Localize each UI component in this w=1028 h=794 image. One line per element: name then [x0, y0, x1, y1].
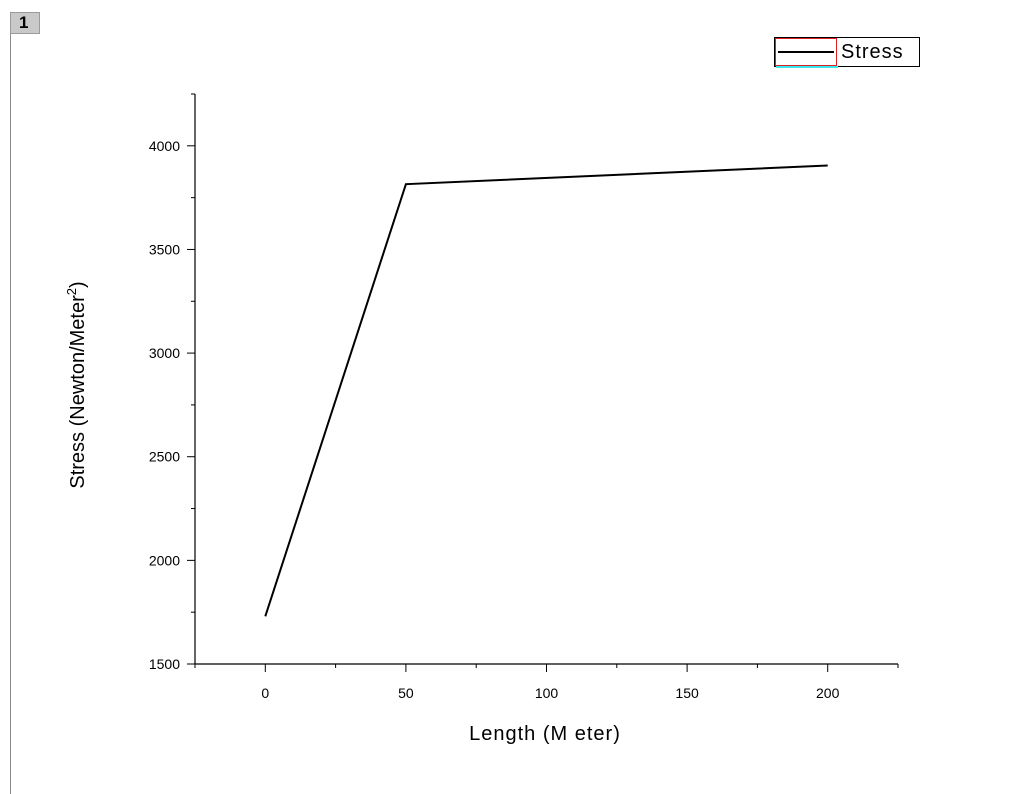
x-tick-label: 50	[398, 685, 414, 701]
layer-number-badge[interactable]: 1	[10, 12, 40, 34]
y-tick-label: 2000	[149, 552, 180, 568]
x-tick-label: 150	[675, 685, 699, 701]
x-tick-label: 100	[535, 685, 559, 701]
x-axis-label: Length (M eter)	[469, 723, 621, 745]
y-axis-label-main: Stress (Newton/Meter	[67, 295, 89, 489]
y-axis-label-close: )	[67, 281, 89, 288]
y-axis-label: Stress (Newton/Meter2)	[64, 281, 89, 488]
chart-ticks: 0 50 100 150 200 1500 2000 2500 3000 3500 4000	[149, 93, 899, 701]
layer-divider	[10, 34, 11, 794]
legend[interactable]: Stress	[774, 37, 920, 68]
x-tick-label: 200	[816, 685, 840, 701]
y-tick-label: 3000	[149, 345, 180, 361]
y-tick-label: 4000	[149, 138, 180, 154]
y-tick-label: 2500	[149, 449, 180, 465]
legend-swatch	[775, 38, 838, 68]
chart-axes	[194, 94, 898, 665]
y-axis-label-superscript: 2	[64, 288, 79, 295]
y-tick-label: 1500	[149, 656, 180, 672]
chart-series	[264, 164, 828, 617]
y-tick-label: 3500	[149, 241, 180, 257]
series-line-stress	[264, 164, 828, 617]
x-tick-label: 0	[261, 685, 269, 701]
legend-line-sample	[778, 51, 834, 53]
legend-accent	[776, 66, 838, 68]
legend-label: Stress	[841, 41, 904, 63]
